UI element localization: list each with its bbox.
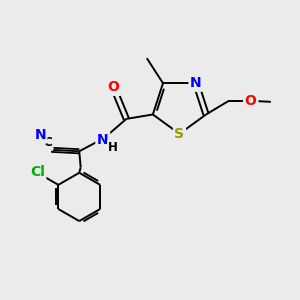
Text: N: N: [190, 76, 202, 90]
Text: O: O: [244, 94, 256, 108]
Text: H: H: [108, 141, 117, 154]
Text: N: N: [34, 128, 46, 142]
Text: S: S: [174, 127, 184, 141]
Text: O: O: [108, 80, 120, 94]
Text: Cl: Cl: [30, 165, 45, 179]
Text: N: N: [97, 133, 109, 146]
Text: C: C: [43, 136, 52, 149]
